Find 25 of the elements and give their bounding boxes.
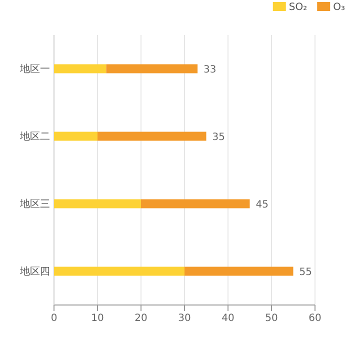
- total-label: 55: [299, 266, 312, 278]
- x-tick-label: 30: [178, 313, 191, 324]
- bar: [184, 266, 294, 276]
- bar: [54, 132, 98, 141]
- legend-label: O₃: [333, 2, 345, 13]
- y-tick-label: 地区二: [19, 130, 50, 142]
- x-tick-label: 0: [50, 313, 58, 324]
- x-tick-label: 50: [265, 313, 278, 324]
- x-tick-label: 20: [134, 313, 148, 324]
- bar: [98, 132, 206, 141]
- y-tick-label: 地区一: [19, 62, 50, 75]
- y-tick-label: 地区三: [19, 198, 50, 210]
- bar: [106, 64, 198, 74]
- x-tick-label: 10: [91, 313, 104, 324]
- bar: [54, 64, 106, 74]
- bar: [54, 199, 141, 208]
- total-label: 33: [204, 64, 216, 76]
- legend-label: SO₂: [288, 2, 308, 13]
- x-tick-label: 60: [308, 313, 322, 324]
- x-tick-label: 40: [222, 313, 234, 324]
- total-label: 45: [256, 199, 268, 210]
- bar: [54, 266, 184, 276]
- bar: [141, 199, 250, 208]
- total-label: 35: [212, 132, 225, 143]
- y-tick-label: 地区四: [19, 265, 50, 278]
